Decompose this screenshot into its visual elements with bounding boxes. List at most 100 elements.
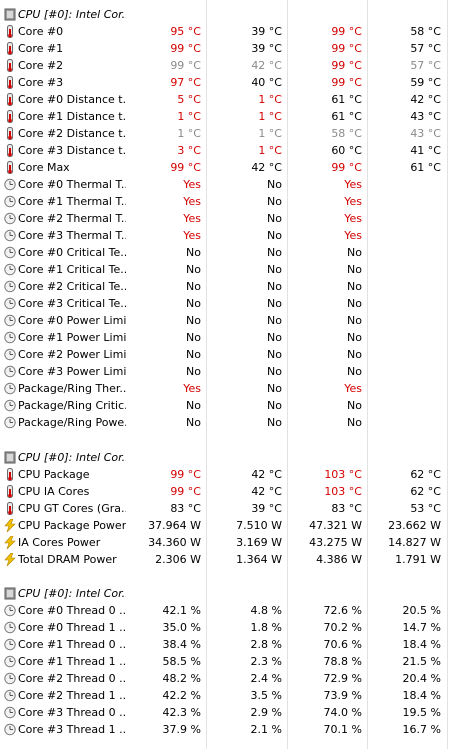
column-divider <box>206 0 207 749</box>
sensor-label: Core #1 Thread 1 ... <box>18 655 126 668</box>
sensor-row[interactable]: Core #1 Thread 1 ... 58.5 % 2.3 % 78.8 % 21.… <box>0 653 461 670</box>
section-header[interactable]: CPU [#0]: Intel Cor... <box>0 6 461 23</box>
sensor-row[interactable]: CPU Package 99 °C 42 °C 103 °C 62 °C <box>0 466 461 483</box>
current-value: 34.360 W <box>148 536 201 549</box>
sensor-label: IA Cores Power <box>18 536 101 549</box>
clock-icon <box>4 297 16 310</box>
minimum-value: No <box>267 331 282 344</box>
average-value <box>370 261 441 278</box>
sensor-row[interactable]: Total DRAM Power 2.306 W 1.364 W 4.386 W 1.7… <box>0 551 461 568</box>
sensor-row[interactable]: Core #2 Critical Te... No No No <box>0 278 461 295</box>
sensor-label: CPU Package <box>18 468 90 481</box>
sensor-row[interactable]: Core #3 Distance t... 3 °C 1 °C 60 °C 41 °C <box>0 142 461 159</box>
sensor-row[interactable]: Core #0 Critical Te... No No No <box>0 244 461 261</box>
sensor-row[interactable]: Core #3 Thread 0 ... 42.3 % 2.9 % 74.0 % 19.… <box>0 704 461 721</box>
maximum-value: No <box>347 297 362 310</box>
sensor-row[interactable]: CPU Package Power 37.964 W 7.510 W 47.321 W… <box>0 517 461 534</box>
sensor-row[interactable]: Core #0 Power Limi... No No No <box>0 312 461 329</box>
maximum-value: 70.1 % <box>323 723 362 736</box>
sensor-row[interactable]: CPU GT Cores (Gra... 83 °C 39 °C 83 °C 53 °C <box>0 500 461 517</box>
sensor-row[interactable]: Core #3 Critical Te... No No No <box>0 295 461 312</box>
current-value: No <box>186 263 201 276</box>
minimum-value: 42 °C <box>251 468 282 481</box>
minimum-value: 39 °C <box>251 42 282 55</box>
average-value <box>370 227 441 244</box>
minimum-value: 1.364 W <box>236 553 282 566</box>
sensor-row[interactable]: CPU IA Cores 99 °C 42 °C 103 °C 62 °C <box>0 483 461 500</box>
sensor-row[interactable]: Core #3 97 °C 40 °C 99 °C 59 °C <box>0 74 461 91</box>
sensor-row[interactable]: Core #2 Power Limi... No No No <box>0 346 461 363</box>
sensor-row[interactable]: Core #0 Thread 1 ... 35.0 % 1.8 % 70.2 % 14.… <box>0 619 461 636</box>
minimum-value: No <box>267 178 282 191</box>
sensor-label: Core #2 Thread 1 ... <box>18 689 126 702</box>
sensor-row[interactable]: Core #0 Thermal T... Yes No Yes <box>0 176 461 193</box>
column-divider <box>287 0 288 749</box>
average-value: 57 °C <box>410 42 441 55</box>
sensor-row[interactable]: Core #2 Thread 1 ... 42.2 % 3.5 % 73.9 % 18.… <box>0 687 461 704</box>
average-value <box>370 295 441 312</box>
sensor-row[interactable]: Core #2 Thread 0 ... 48.2 % 2.4 % 72.9 % 20.… <box>0 670 461 687</box>
minimum-value: 3.5 % <box>250 689 282 702</box>
current-value: No <box>186 331 201 344</box>
average-value: 42 °C <box>410 93 441 106</box>
minimum-value: No <box>267 212 282 225</box>
sensor-label: Core #1 Power Limi... <box>18 331 126 344</box>
section-header[interactable]: CPU [#0]: Intel Cor... <box>0 585 461 602</box>
thermometer-icon <box>7 42 13 55</box>
sensor-label: Core Max <box>18 161 70 174</box>
sensor-row[interactable]: Core #1 Critical Te... No No No <box>0 261 461 278</box>
maximum-value: No <box>347 314 362 327</box>
maximum-value: No <box>347 348 362 361</box>
chip-icon <box>4 587 16 600</box>
minimum-value: 2.4 % <box>250 672 282 685</box>
current-value: Yes <box>183 382 201 395</box>
current-value: No <box>186 314 201 327</box>
minimum-value: 42 °C <box>251 485 282 498</box>
sensor-row[interactable]: Core #3 Power Limi... No No No <box>0 363 461 380</box>
sensor-label: Core #0 Critical Te... <box>18 246 126 259</box>
sensor-label: Core #3 Critical Te... <box>18 297 126 310</box>
sensor-row[interactable]: Core #1 Thread 0 ... 38.4 % 2.8 % 70.6 % 18.… <box>0 636 461 653</box>
sensor-row[interactable]: Core #0 Thread 0 ... 42.1 % 4.8 % 72.6 % 20.… <box>0 602 461 619</box>
sensor-row[interactable]: Core #2 99 °C 42 °C 99 °C 57 °C <box>0 57 461 74</box>
sensor-row[interactable]: Core #2 Thermal T... Yes No Yes <box>0 210 461 227</box>
average-value: 57 °C <box>410 59 441 72</box>
average-value <box>370 380 441 397</box>
sensor-label: CPU IA Cores <box>18 485 90 498</box>
minimum-value: No <box>267 195 282 208</box>
current-value: 42.2 % <box>162 689 201 702</box>
sensor-row[interactable]: Core #1 Thermal T... Yes No Yes <box>0 193 461 210</box>
sensor-row[interactable]: Core #1 Power Limi... No No No <box>0 329 461 346</box>
sensor-row[interactable]: Core Max 99 °C 42 °C 99 °C 61 °C <box>0 159 461 176</box>
average-value <box>370 346 441 363</box>
column-divider <box>367 0 368 749</box>
current-value: Yes <box>183 178 201 191</box>
maximum-value: 4.386 W <box>316 553 362 566</box>
sensor-row[interactable]: IA Cores Power 34.360 W 3.169 W 43.275 W 14.… <box>0 534 461 551</box>
thermometer-icon <box>7 502 13 515</box>
sensor-row[interactable]: Core #1 Distance t... 1 °C 1 °C 61 °C 43 °C <box>0 108 461 125</box>
clock-icon <box>4 229 16 242</box>
average-value <box>370 244 441 261</box>
column-divider <box>447 0 448 749</box>
average-value: 43 °C <box>410 127 441 140</box>
sensor-label: Core #0 Thread 1 ... <box>18 621 126 634</box>
clock-icon <box>4 212 16 225</box>
sensor-row[interactable]: Package/Ring Powe... No No No <box>0 414 461 431</box>
sensor-row[interactable]: Package/Ring Critic... No No No <box>0 397 461 414</box>
maximum-value: 83 °C <box>331 502 362 515</box>
average-value: 23.662 W <box>388 519 441 532</box>
sensor-row[interactable]: Core #3 Thread 1 ... 37.9 % 2.1 % 70.1 % 16.… <box>0 721 461 738</box>
sensor-row[interactable]: Core #0 Distance t... 5 °C 1 °C 61 °C 42 °C <box>0 91 461 108</box>
section-header[interactable]: CPU [#0]: Intel Cor... <box>0 449 461 466</box>
section-title: CPU [#0]: Intel Cor... <box>18 587 126 600</box>
sensor-row[interactable]: Core #2 Distance t... 1 °C 1 °C 58 °C 43 °C <box>0 125 461 142</box>
average-value <box>370 278 441 295</box>
sensor-row[interactable]: Core #0 95 °C 39 °C 99 °C 58 °C <box>0 23 461 40</box>
maximum-value: No <box>347 399 362 412</box>
current-value: 99 °C <box>170 59 201 72</box>
sensor-row[interactable]: Core #3 Thermal T... Yes No Yes <box>0 227 461 244</box>
sensor-row[interactable]: Package/Ring Ther... Yes No Yes <box>0 380 461 397</box>
sensor-row[interactable]: Core #1 99 °C 39 °C 99 °C 57 °C <box>0 40 461 57</box>
sensor-label: Package/Ring Critic... <box>18 399 126 412</box>
